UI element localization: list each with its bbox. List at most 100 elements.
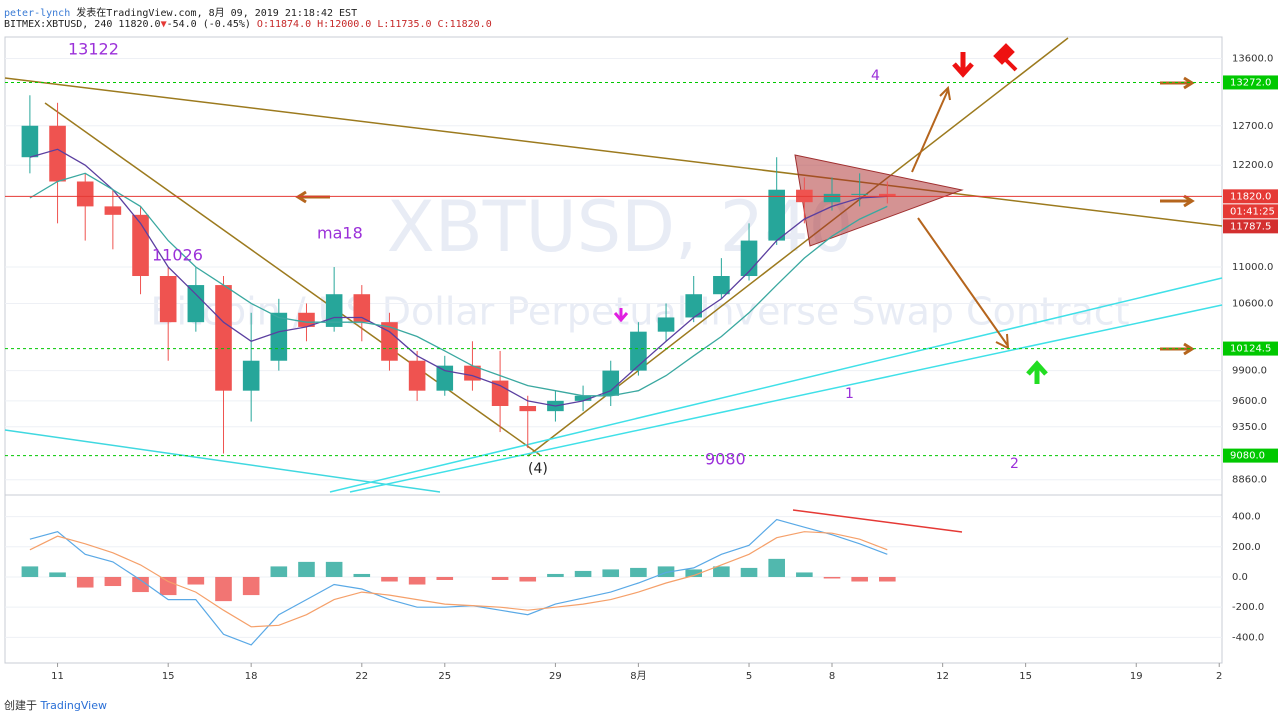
x-tick-label: 19 bbox=[1130, 671, 1143, 682]
y-tick-label: 200.0 bbox=[1232, 542, 1261, 553]
marker-icon bbox=[613, 308, 629, 323]
candle-body bbox=[76, 181, 94, 207]
histogram-bar bbox=[768, 558, 785, 577]
histogram-bar bbox=[851, 576, 868, 582]
histogram-bar bbox=[132, 576, 149, 593]
countdown: 01:41:25 bbox=[1230, 206, 1275, 217]
annotation: 2 bbox=[1010, 456, 1019, 472]
histogram-bar bbox=[436, 576, 454, 580]
channel-line bbox=[329, 277, 1223, 493]
annotation: 9080 bbox=[705, 450, 746, 469]
candle-body bbox=[630, 331, 647, 371]
histogram-bar bbox=[602, 569, 620, 577]
annotation: (4) bbox=[528, 461, 548, 477]
moving-average bbox=[29, 148, 888, 407]
histogram-bar bbox=[381, 576, 398, 582]
trend-line bbox=[44, 102, 541, 456]
candle-body bbox=[159, 276, 177, 323]
level-label: 9080.0 bbox=[1230, 451, 1265, 462]
histogram-bar bbox=[187, 576, 205, 585]
channel-line bbox=[4, 429, 441, 493]
histogram-bar bbox=[242, 576, 260, 596]
histogram-bar bbox=[630, 567, 647, 577]
header-line-1: peter-lynch 发表在TradingView.com, 8月 09, 2… bbox=[4, 4, 357, 19]
annotation: ma18 bbox=[317, 224, 363, 243]
arrow bbox=[911, 85, 951, 173]
histogram-bar bbox=[159, 576, 177, 596]
x-tick-label: 8 bbox=[829, 671, 835, 682]
y-tick-label: 11000.0 bbox=[1232, 262, 1273, 273]
candle-body bbox=[242, 360, 260, 391]
trend-line bbox=[4, 77, 1223, 227]
drawings bbox=[4, 37, 1223, 533]
candle-body bbox=[104, 206, 122, 215]
chart: XBTUSD, 240 Bitcoin / US Dollar Perpetua… bbox=[4, 36, 1278, 682]
histogram-bar bbox=[823, 576, 841, 579]
candle-body bbox=[879, 193, 896, 197]
x-tick-label: 22 bbox=[355, 671, 368, 682]
y-tick-label: -400.0 bbox=[1232, 632, 1264, 643]
y-tick-label: 400.0 bbox=[1232, 512, 1261, 523]
histogram-bar bbox=[21, 566, 39, 577]
candle-body bbox=[574, 395, 592, 401]
candle-body bbox=[187, 285, 205, 323]
x-tick-label: 8月 bbox=[630, 670, 646, 682]
annotation: 13122 bbox=[68, 40, 119, 59]
histogram-bar bbox=[491, 576, 509, 580]
x-tick-label: 12 bbox=[936, 671, 949, 682]
level-label-box bbox=[1223, 448, 1278, 463]
candle-body bbox=[768, 189, 785, 241]
histogram-bar bbox=[879, 576, 896, 582]
histogram-bar bbox=[574, 570, 592, 577]
annotation: 1 bbox=[845, 386, 854, 402]
candle-body bbox=[685, 294, 703, 318]
hammer-icon bbox=[993, 43, 1018, 72]
x-tick-label: 2 bbox=[1216, 671, 1222, 682]
y-tick-label: 0.0 bbox=[1232, 572, 1248, 583]
candle-body bbox=[713, 276, 730, 295]
x-tick-label: 5 bbox=[746, 671, 752, 682]
level-label-box bbox=[1223, 341, 1278, 356]
candle-body bbox=[215, 285, 232, 391]
y-tick-label: 12200.0 bbox=[1232, 160, 1273, 171]
footer-brand[interactable]: TradingView bbox=[40, 699, 107, 712]
histogram-bar bbox=[49, 572, 66, 577]
candle-body bbox=[823, 193, 841, 203]
ohlc: O:11874.0 H:12000.0 L:11735.0 C:11820.0 bbox=[256, 19, 492, 30]
y-tick-label: -200.0 bbox=[1232, 602, 1264, 613]
last: 11820.0 bbox=[118, 19, 161, 30]
divergence-line bbox=[792, 509, 963, 533]
candle-body bbox=[381, 322, 398, 361]
x-tick-label: 15 bbox=[1019, 671, 1032, 682]
candle-body bbox=[657, 317, 675, 332]
histogram-bar bbox=[740, 567, 758, 577]
candle-body bbox=[851, 193, 868, 195]
histogram-bar bbox=[104, 576, 122, 587]
candle-body bbox=[436, 365, 454, 391]
plot-frame bbox=[4, 36, 1223, 664]
histogram-bar bbox=[353, 573, 371, 577]
macd-line bbox=[29, 531, 888, 628]
x-tick-label: 25 bbox=[438, 671, 451, 682]
candle-body bbox=[491, 380, 509, 406]
arrow bbox=[917, 217, 1010, 350]
axes: 13600.012700.012200.011000.010600.09900.… bbox=[51, 53, 1278, 682]
y-tick-label: 13600.0 bbox=[1232, 53, 1273, 64]
footer-created: 创建于 bbox=[4, 699, 37, 712]
histogram-bar bbox=[215, 576, 232, 602]
bid-label: 11787.5 bbox=[1230, 221, 1271, 232]
histogram-bar bbox=[76, 576, 94, 588]
histogram-bar bbox=[657, 566, 675, 577]
x-tick-label: 18 bbox=[245, 671, 258, 682]
histogram-bar bbox=[796, 572, 813, 577]
channel-line bbox=[349, 304, 1223, 493]
x-tick-label: 11 bbox=[51, 671, 64, 682]
y-tick-label: 10600.0 bbox=[1232, 298, 1273, 309]
histogram-bar bbox=[270, 566, 288, 577]
arrow bbox=[295, 190, 330, 204]
candle-body bbox=[298, 312, 315, 327]
candle-body bbox=[270, 312, 288, 361]
macd-line bbox=[29, 518, 888, 646]
candle-body bbox=[602, 370, 620, 396]
triangle bbox=[794, 154, 964, 247]
